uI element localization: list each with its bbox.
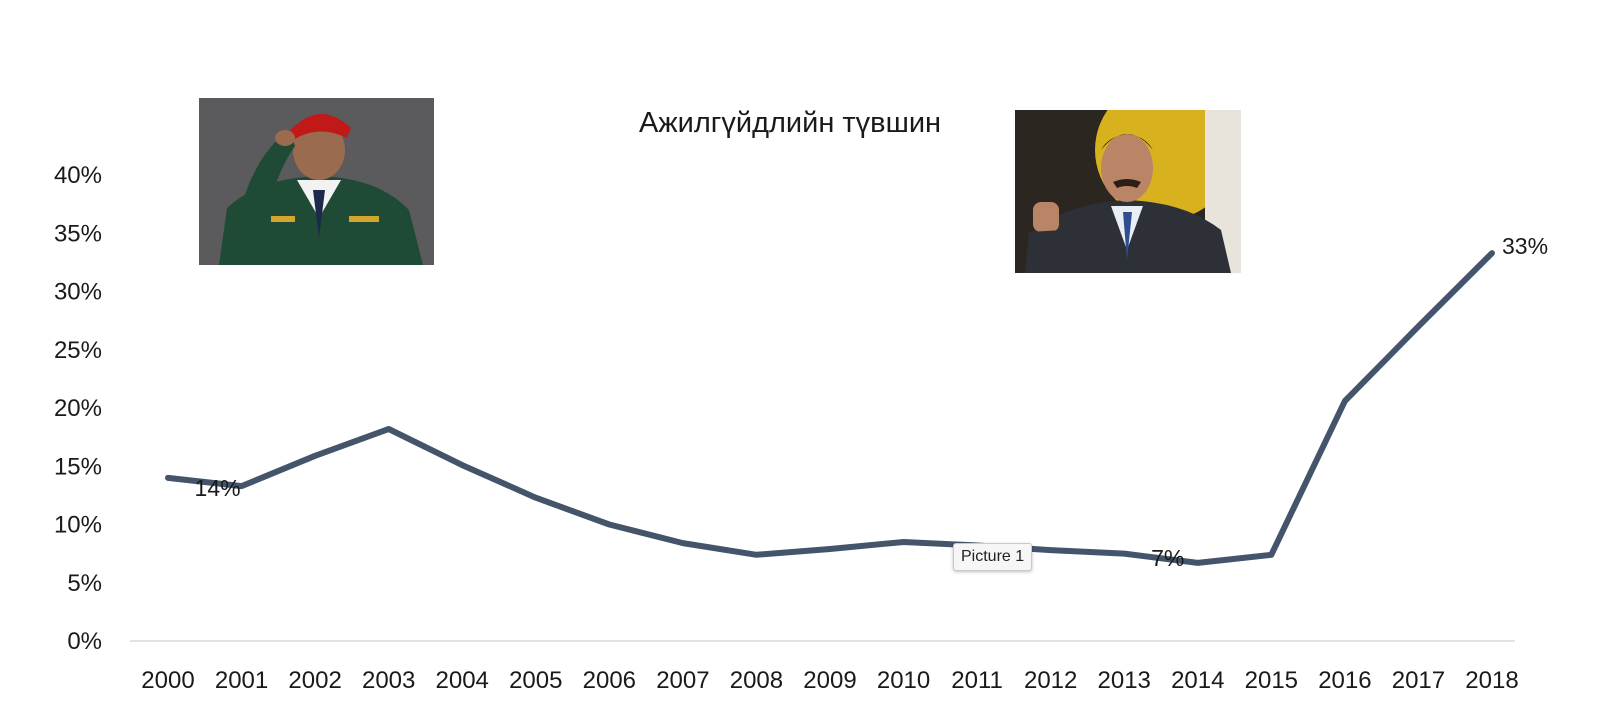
data-label: 14%: [195, 475, 241, 501]
x-tick-label: 2016: [1318, 667, 1371, 694]
x-tick-label: 2017: [1392, 667, 1445, 694]
y-tick-label: 0%: [67, 628, 102, 655]
picture-tooltip: Picture 1: [953, 543, 1033, 571]
portrait-photo-icon: [1015, 110, 1241, 273]
y-tick-label: 35%: [54, 220, 102, 247]
x-tick-label: 2011: [951, 667, 1003, 694]
y-tick-label: 25%: [54, 337, 102, 364]
x-tick-label: 2015: [1245, 667, 1298, 694]
x-tick-label: 2012: [1024, 667, 1077, 694]
x-tick-label: 2013: [1098, 667, 1151, 694]
series-layer: [165, 250, 1495, 566]
x-tick-label: 2005: [509, 667, 562, 694]
x-tick-label: 2008: [730, 667, 783, 694]
y-axis: 0% 5% 10% 15% 20% 25% 30% 35% 40%: [54, 162, 102, 655]
y-tick-label: 40%: [54, 162, 102, 189]
x-tick-label: 2010: [877, 667, 930, 694]
portrait-photo-icon: [199, 98, 434, 265]
x-tick-label: 2001: [215, 667, 268, 694]
x-tick-label: 2014: [1171, 667, 1224, 694]
y-tick-label: 20%: [54, 395, 102, 422]
portrait-photo-right[interactable]: [1015, 110, 1241, 273]
x-tick-label: 2004: [436, 667, 489, 694]
x-tick-label: 2000: [141, 667, 194, 694]
x-tick-label: 2018: [1465, 667, 1518, 694]
series-line: [165, 250, 1495, 566]
x-axis: 2000 2001 2002 2003 2004 2005 2006 2007 2008 2009…: [141, 667, 1518, 694]
portrait-photo-left[interactable]: [199, 98, 434, 265]
x-tick-label: 2006: [583, 667, 636, 694]
x-tick-label: 2003: [362, 667, 415, 694]
y-tick-label: 5%: [67, 570, 102, 597]
data-labels: 14% 7% 33%: [195, 233, 1549, 571]
y-tick-label: 15%: [54, 453, 102, 480]
x-tick-label: 2009: [803, 667, 856, 694]
x-tick-label: 2007: [656, 667, 709, 694]
data-label: 7%: [1151, 545, 1184, 571]
y-tick-label: 10%: [54, 512, 102, 539]
x-tick-label: 2002: [288, 667, 341, 694]
y-tick-label: 30%: [54, 279, 102, 306]
chart-title: Ажилгүйдлийн түвшин: [639, 107, 941, 139]
data-label: 33%: [1502, 233, 1548, 259]
